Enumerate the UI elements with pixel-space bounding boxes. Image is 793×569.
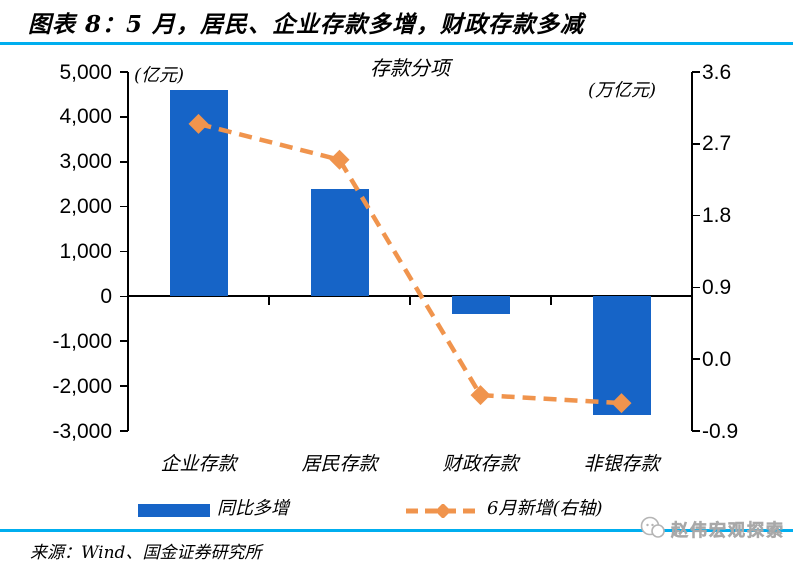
legend-line-label: 6月新增(右轴) — [487, 498, 603, 519]
left-axis-tick — [120, 71, 128, 73]
left-axis-tick-label: 3,000 — [59, 150, 112, 174]
left-axis-tick-label: 1,000 — [59, 240, 112, 263]
category-label: 财政存款 — [442, 453, 519, 475]
category-tick — [691, 297, 693, 306]
left-axis-tick-label: -3,000 — [52, 419, 112, 443]
right-axis-tick — [692, 71, 700, 73]
left-axis-tick-label: -2,000 — [52, 374, 112, 398]
right-axis-tick-label: 0.9 — [702, 275, 732, 299]
chart-title: 存款分项 — [370, 56, 450, 80]
right-axis-tick-label: 3.6 — [702, 60, 732, 84]
bar-非银存款 — [592, 296, 651, 416]
watermark-icon — [640, 516, 665, 538]
left-axis-tick — [120, 205, 128, 208]
legend-bar-label: 同比多增 — [217, 498, 289, 519]
right-axis-tick — [692, 143, 700, 145]
title-rule — [0, 42, 793, 45]
left-axis-tick-label: 4,000 — [59, 105, 112, 129]
left-axis-tick-label: 2,000 — [59, 195, 112, 219]
chart-area: 存款分项 (亿元) (万亿元) 5,000 4,000 3,000 2,000 1,00… — [0, 45, 793, 569]
right-axis-tick — [692, 430, 700, 432]
left-axis-unit: (亿元) — [134, 65, 185, 86]
footer-rule — [0, 529, 793, 532]
right-axis-tick — [692, 286, 700, 289]
left-axis-tick — [120, 385, 128, 387]
left-axis-tick-label: -1,000 — [52, 329, 112, 353]
watermark-text: 赵伟宏观探索 — [671, 520, 785, 541]
right-axis-unit: (万亿元) — [588, 80, 657, 101]
line-marker-居民存款 — [329, 149, 350, 170]
category-tick — [550, 297, 552, 306]
right-axis-line — [691, 72, 693, 431]
legend-line-swatch — [406, 504, 480, 518]
left-axis-tick — [120, 295, 128, 298]
right-axis-tick — [692, 358, 700, 360]
line-marker-财政存款 — [470, 385, 491, 406]
left-axis-tick — [120, 160, 128, 163]
right-axis-tick-label: 1.8 — [702, 204, 732, 228]
line-path — [197, 121, 622, 406]
figure-title: 图表 8：5 月，居民、企业存款多增，财政存款多减 — [28, 11, 585, 38]
right-axis-tick-label: 0.0 — [702, 347, 732, 371]
category-tick — [127, 297, 129, 306]
bar-企业存款 — [169, 89, 228, 297]
left-axis-tick — [120, 116, 128, 118]
bar-财政存款 — [451, 296, 510, 315]
category-label: 非银存款 — [583, 453, 660, 475]
bar-居民存款 — [310, 188, 369, 297]
left-axis-tick — [120, 250, 128, 253]
right-axis-tick — [692, 214, 700, 217]
left-axis-tick — [120, 340, 128, 343]
legend-diamond-icon — [435, 504, 451, 518]
left-axis-tick-label: 0 — [100, 284, 112, 308]
category-label: 居民存款 — [301, 453, 378, 475]
right-axis-tick-label: -0.9 — [702, 419, 739, 443]
right-axis-tick-label: 2.7 — [702, 132, 732, 156]
watermark: 赵伟宏观探索 — [639, 515, 785, 541]
left-axis-tick-label: 5,000 — [59, 60, 112, 84]
category-tick — [268, 297, 270, 306]
category-tick — [409, 297, 411, 306]
left-axis-tick — [120, 430, 128, 432]
legend-bar-swatch — [138, 504, 210, 517]
category-label: 企业存款 — [160, 453, 237, 475]
source-text: 来源：Wind、国金证券研究所 — [30, 543, 262, 563]
line-series — [188, 113, 632, 414]
